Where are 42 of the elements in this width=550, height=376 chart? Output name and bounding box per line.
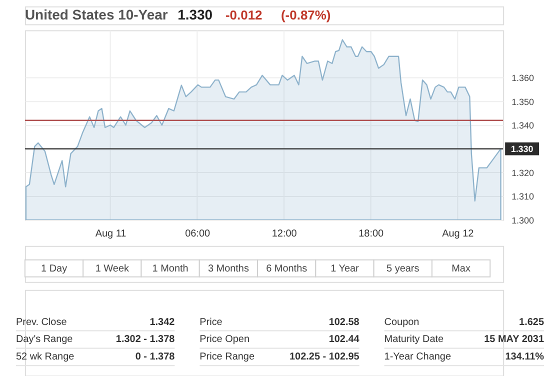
text: 1.342	[150, 316, 176, 328]
text: 52 wk Range	[16, 352, 75, 363]
y-tick-label: 1.300	[512, 215, 534, 226]
text: 102.25 - 102.95	[290, 352, 360, 363]
text: Day's Range	[16, 334, 74, 346]
text: 134.11%	[505, 352, 544, 363]
text: (-0.87%)	[280, 7, 331, 22]
text: 5 years	[386, 263, 420, 274]
y-tick-label: 1.310	[512, 192, 534, 202]
text: 1.625	[519, 316, 544, 328]
text: 1 Day	[41, 263, 68, 274]
text: 102.44	[328, 334, 360, 346]
x-tick-label: 06:00	[185, 228, 210, 240]
text: Price	[200, 316, 223, 328]
x-tick-label: 12:00	[272, 228, 298, 240]
ref-line-label: 1.330	[510, 144, 534, 154]
text: 1 Year	[330, 263, 360, 274]
x-tick-label: Aug 11	[95, 228, 127, 240]
text: 1.302 - 1.378	[116, 334, 176, 346]
text: 1 Month	[152, 263, 188, 274]
x-tick-label: 18:00	[358, 228, 384, 240]
text: 1.330	[178, 6, 213, 22]
text: 15 MAY 2031	[484, 334, 544, 346]
text: 3 Months	[208, 263, 249, 274]
x-tick-label: Aug 12	[442, 228, 474, 240]
text: 1 Week	[95, 263, 129, 274]
chart-title: United States 10-Year	[24, 6, 168, 22]
text: 0 - 1.378	[135, 352, 176, 363]
text: Coupon	[384, 316, 420, 328]
text: 102.58	[328, 316, 360, 328]
text: Maturity Date	[384, 334, 444, 346]
y-tick-label: 1.340	[512, 120, 534, 131]
y-tick-label: 1.360	[512, 73, 534, 84]
text: 6 Months	[266, 263, 308, 274]
y-tick-label: 1.350	[512, 96, 534, 107]
text: Max	[452, 263, 470, 274]
text: Price Open	[200, 334, 250, 346]
text: Prev. Close	[16, 316, 68, 328]
y-tick-label: 1.320	[512, 168, 534, 178]
text: -0.012	[225, 7, 262, 22]
text: 1-Year Change	[384, 352, 452, 363]
text: Price Range	[200, 352, 255, 363]
